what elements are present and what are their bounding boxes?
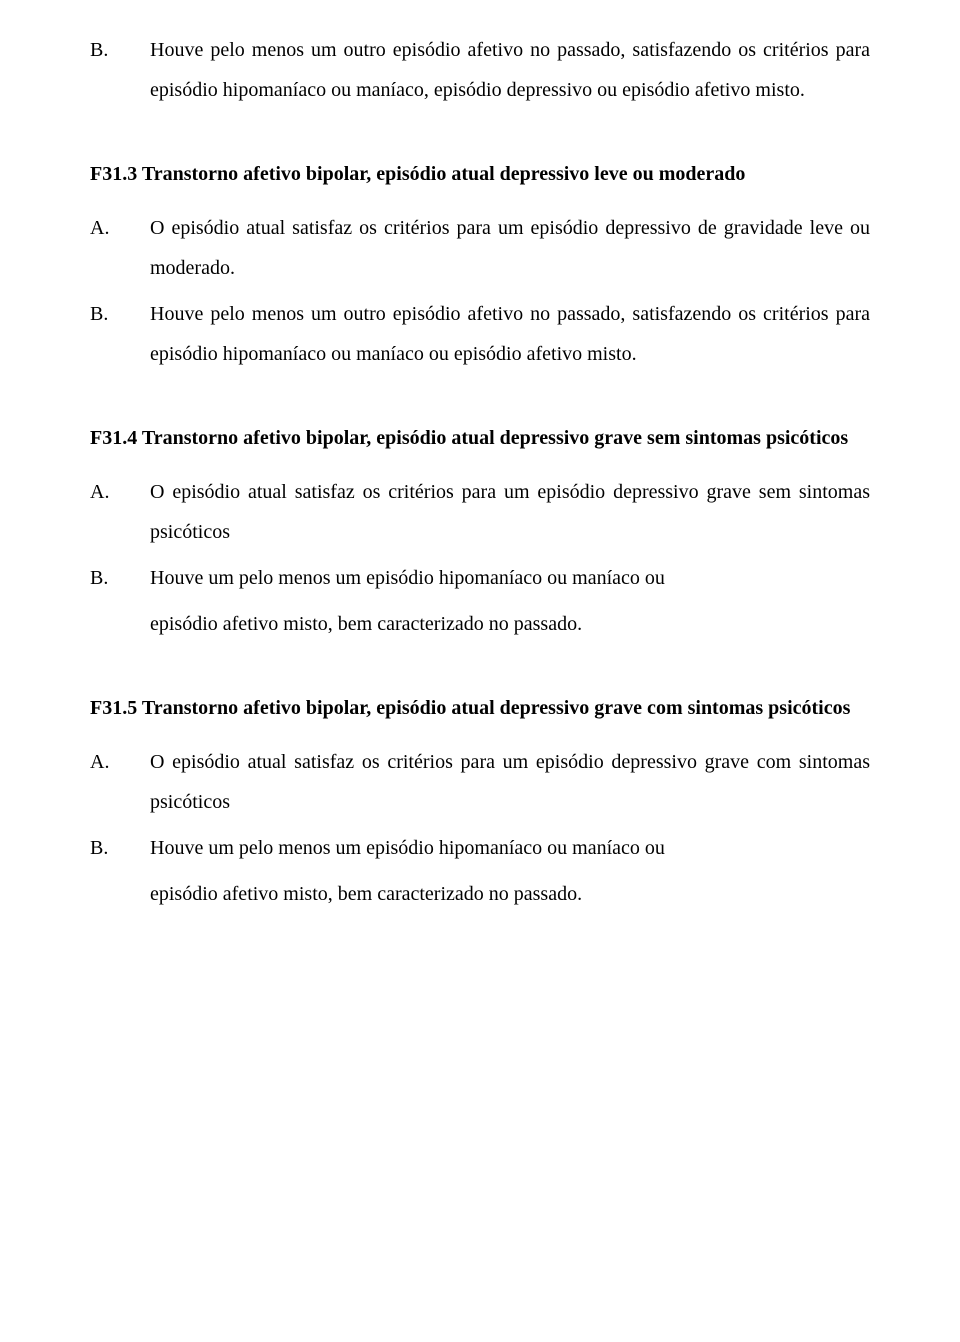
- item-letter: B.: [90, 30, 150, 110]
- criteria-item: A. O episódio atual satisfaz os critério…: [90, 472, 870, 552]
- item-letter: A.: [90, 208, 150, 288]
- item-text: O episódio atual satisfaz os critérios p…: [150, 472, 870, 552]
- section-heading-f31-4: F31.4 Transtorno afetivo bipolar, episód…: [90, 418, 870, 458]
- item-text: Houve um pelo menos um episódio hipomaní…: [150, 828, 870, 868]
- criteria-item: B. Houve um pelo menos um episódio hipom…: [90, 828, 870, 868]
- item-text: Houve pelo menos um outro episódio afeti…: [150, 30, 870, 110]
- item-letter: B.: [90, 294, 150, 374]
- item-continuation: episódio afetivo misto, bem caracterizad…: [90, 604, 870, 644]
- item-text: Houve pelo menos um outro episódio afeti…: [150, 294, 870, 374]
- item-letter: B.: [90, 558, 150, 598]
- item-text: Houve um pelo menos um episódio hipomaní…: [150, 558, 870, 598]
- criteria-item: B. Houve pelo menos um outro episódio af…: [90, 294, 870, 374]
- item-letter: A.: [90, 742, 150, 822]
- criteria-item: B. Houve pelo menos um outro episódio af…: [90, 30, 870, 110]
- criteria-item: A. O episódio atual satisfaz os critério…: [90, 742, 870, 822]
- criteria-item: B. Houve um pelo menos um episódio hipom…: [90, 558, 870, 598]
- section-heading-f31-3: F31.3 Transtorno afetivo bipolar, episód…: [90, 154, 870, 194]
- item-letter: B.: [90, 828, 150, 868]
- item-continuation: episódio afetivo misto, bem caracterizad…: [90, 874, 870, 914]
- section-heading-f31-5: F31.5 Transtorno afetivo bipolar, episód…: [90, 688, 870, 728]
- item-text: O episódio atual satisfaz os critérios p…: [150, 742, 870, 822]
- criteria-item: A. O episódio atual satisfaz os critério…: [90, 208, 870, 288]
- item-letter: A.: [90, 472, 150, 552]
- item-text: O episódio atual satisfaz os critérios p…: [150, 208, 870, 288]
